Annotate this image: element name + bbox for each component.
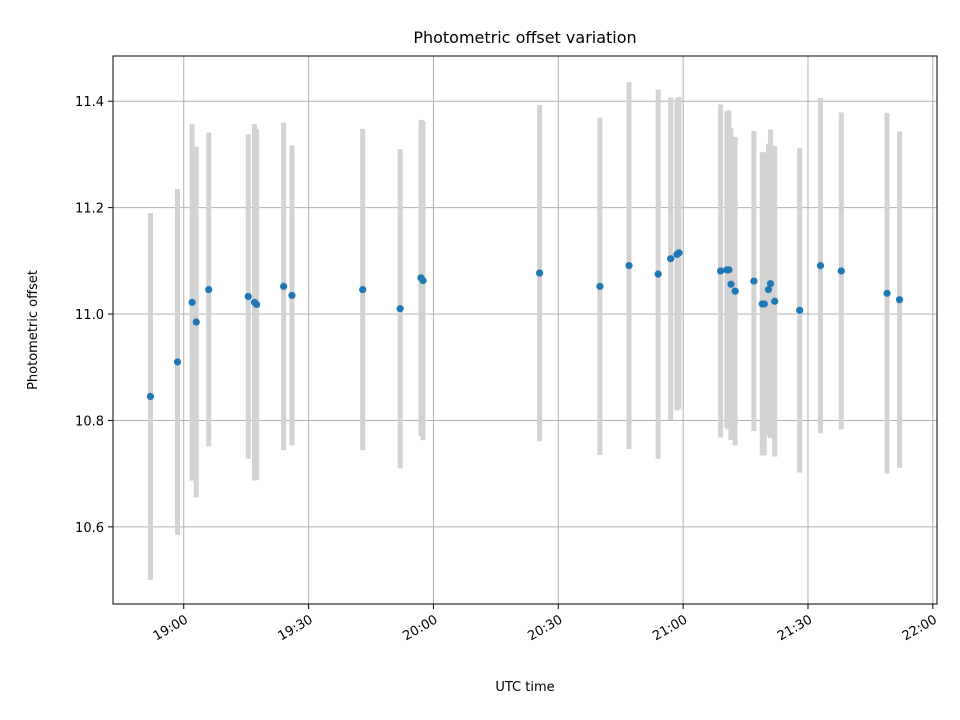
data-point xyxy=(192,318,200,326)
data-point xyxy=(535,269,544,277)
data-points xyxy=(146,249,904,401)
data-point xyxy=(675,249,683,257)
data-point xyxy=(396,305,404,313)
data-point xyxy=(816,262,825,270)
data-point xyxy=(188,298,196,306)
data-point xyxy=(895,296,904,304)
data-point xyxy=(252,300,261,309)
plot-frame xyxy=(112,55,938,605)
plot-area xyxy=(113,56,937,604)
data-point xyxy=(359,285,367,294)
data-point xyxy=(837,267,845,275)
data-point xyxy=(146,392,155,401)
data-point xyxy=(280,282,288,290)
data-point xyxy=(764,285,773,294)
data-point xyxy=(173,358,182,366)
data-point xyxy=(654,270,662,278)
y-tick-label: 11.4 xyxy=(75,95,104,110)
data-point xyxy=(625,262,633,270)
data-point xyxy=(731,287,739,295)
y-tick-label: 10.6 xyxy=(75,521,104,536)
data-point xyxy=(766,280,775,288)
data-point xyxy=(288,291,296,300)
data-point xyxy=(750,277,758,285)
data-point xyxy=(419,276,427,285)
chart-title: Photometric offset variation xyxy=(413,28,636,47)
data-point xyxy=(771,297,779,305)
data-point xyxy=(667,255,675,263)
data-point xyxy=(727,280,735,288)
data-point xyxy=(596,282,604,290)
data-point xyxy=(244,292,252,301)
data-point xyxy=(725,266,733,274)
y-axis-ticks: 10.6 10.8 11.0 11.2 11.4 xyxy=(75,95,113,536)
data-point xyxy=(716,267,725,275)
data-point xyxy=(883,289,891,297)
y-tick-label: 10.8 xyxy=(75,414,104,429)
data-point xyxy=(760,300,768,308)
y-tick-label: 11.2 xyxy=(75,202,104,217)
y-axis-label: Photometric offset xyxy=(26,270,41,390)
y-tick-label: 11.0 xyxy=(75,308,104,323)
data-point xyxy=(205,285,213,294)
data-point xyxy=(796,306,804,314)
x-axis-label: UTC time xyxy=(495,680,554,695)
